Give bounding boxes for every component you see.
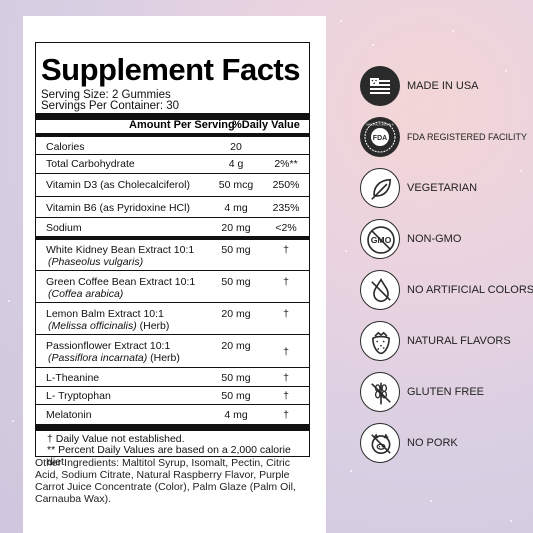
ingredient-name: L- Tryptophan <box>46 390 111 402</box>
servings-per-container: Servings Per Container: 30 <box>41 100 180 112</box>
ingredient-amount: 50 mg <box>221 372 251 384</box>
nutrient-amount: 50 mcg <box>218 179 254 191</box>
leaf-icon <box>360 168 400 208</box>
badge-natural-flavors: NATURAL FLAVORS <box>355 321 530 365</box>
fda-seal-icon: FDA MANUFACTURED IN A <box>360 117 400 157</box>
nutrient-name: Vitamin D3 (as Cholecalciferol) <box>46 179 190 191</box>
ingredient-dv: † <box>283 244 289 256</box>
row-divider <box>36 367 309 368</box>
nutrient-dv: 235% <box>272 202 300 214</box>
nutrient-dv: 2%** <box>274 158 298 170</box>
badge-made-in-usa: MADE IN USA <box>355 66 530 110</box>
nutrient-name: Total Carbohydrate <box>46 158 135 170</box>
latin-name: Coffea arabica <box>51 288 120 300</box>
nutrient-amount: 20 <box>230 141 242 153</box>
nutrient-name: Vitamin B6 (as Pyridoxine HCl) <box>46 202 190 214</box>
nutrient-amount: 4 g <box>228 158 244 170</box>
badge-label: GLUTEN FREE <box>407 386 485 398</box>
row-divider <box>36 302 309 303</box>
ingredient-latin-name: (Phaseolus vulgaris) <box>48 256 144 268</box>
badge-label: FDA REGISTERED FACILITY <box>407 132 528 142</box>
latin-name-extra: (Herb) <box>147 352 180 364</box>
header-daily-value: %Daily Value <box>232 119 300 131</box>
ingredient-dv: † <box>283 346 289 358</box>
strawberry-icon <box>360 321 400 361</box>
badge-vegetarian: VEGETARIAN <box>355 168 530 212</box>
nutrient-name: Calories <box>46 141 85 153</box>
ingredient-amount: 50 mg <box>221 276 251 288</box>
nutrient-amount: 4 mg <box>224 202 248 214</box>
other-ingredients: Other Ingredients: Maltitol Syrup, Isoma… <box>35 457 296 505</box>
fda-seal-ring-text: MANUFACTURED IN A <box>366 123 394 127</box>
ingredient-amount: 50 mg <box>221 244 251 256</box>
no-drop-icon <box>360 270 400 310</box>
ingredient-name: Green Coffee Bean Extract 10:1 <box>46 276 196 288</box>
no-wheat-icon <box>360 372 400 412</box>
footnote-percent: ** Percent Daily Values are based on a 2… <box>47 444 291 468</box>
row-divider <box>36 386 309 387</box>
latin-name: Melissa officinalis <box>51 320 134 332</box>
ingredient-latin-name: (Passiflora incarnata) (Herb) <box>48 352 180 364</box>
ingredient-name: White Kidney Bean Extract 10:1 <box>46 244 195 256</box>
ingredient-dv: † <box>283 409 289 421</box>
ingredient-amount: 20 mg <box>221 340 251 352</box>
ingredient-amount: 20 mg <box>221 308 251 320</box>
badge-label: VEGETARIAN <box>407 182 478 194</box>
facts-title: Supplement Facts <box>41 52 301 87</box>
ingredient-dv: † <box>283 308 289 320</box>
divider-thick <box>36 113 309 120</box>
header-amount: Amount Per Serving <box>129 119 235 131</box>
badge-label: MADE IN USA <box>407 80 479 92</box>
ingredient-latin-name: (Melissa officinalis) (Herb) <box>48 320 170 332</box>
nutrient-dv: <2% <box>275 222 297 234</box>
no-pork-icon <box>360 423 400 463</box>
row-divider <box>36 334 309 335</box>
ingredient-dv: † <box>283 390 289 402</box>
badge-label: NATURAL FLAVORS <box>407 335 511 347</box>
ingredient-name: Melatonin <box>46 409 92 421</box>
row-divider <box>36 173 309 174</box>
nutrient-dv: 250% <box>272 179 300 191</box>
divider-mid <box>36 133 309 137</box>
nutrient-name: Sodium <box>46 222 82 234</box>
ingredient-dv: † <box>283 372 289 384</box>
badge-gluten-free: GLUTEN FREE <box>355 372 530 416</box>
serving-size: Serving Size: 2 Gummies <box>41 89 171 101</box>
divider-mid <box>36 236 309 240</box>
badge-no-pork: NO PORK <box>355 423 530 467</box>
nutrient-amount: 20 mg <box>221 222 251 234</box>
ingredient-latin-name: (Coffea arabica) <box>48 288 124 300</box>
badge-label: NON-GMO <box>407 233 462 245</box>
badge-label: NO PORK <box>407 437 458 449</box>
ingredient-name: Lemon Balm Extract 10:1 <box>46 308 164 320</box>
non-gmo-icon: GMO <box>360 219 400 259</box>
row-divider <box>36 270 309 271</box>
row-divider <box>36 404 309 405</box>
supplement-facts-table: Supplement Facts Serving Size: 2 Gummies… <box>35 42 310 468</box>
latin-name: Phaseolus vulgaris <box>51 256 140 268</box>
us-flag-icon <box>360 66 400 106</box>
badge-no-artificial-colors: NO ARTIFICIAL COLORS <box>355 270 533 314</box>
supplement-panel: Supplement Facts Serving Size: 2 Gummies… <box>23 16 326 533</box>
ingredient-name: Passionflower Extract 10:1 <box>46 340 171 352</box>
badge-fda-registered: FDA MANUFACTURED IN A FDA REGISTERED FAC… <box>355 117 530 161</box>
footnote-dagger: † Daily Value not established. <box>47 433 185 445</box>
ingredient-name: L-Theanine <box>46 372 100 384</box>
fda-seal-text: FDA <box>373 135 387 142</box>
ingredient-amount: 50 mg <box>221 390 251 402</box>
row-divider <box>36 217 309 218</box>
ingredient-amount: 4 mg <box>224 409 248 421</box>
divider-thick <box>36 424 309 431</box>
badge-non-gmo: GMO NON-GMO <box>355 219 530 263</box>
ingredient-dv: † <box>283 276 289 288</box>
latin-name-extra: (Herb) <box>136 320 170 332</box>
row-divider <box>36 154 309 155</box>
latin-name: Passiflora incarnata <box>51 352 144 364</box>
row-divider <box>36 196 309 197</box>
badge-label: NO ARTIFICIAL COLORS <box>407 284 533 296</box>
